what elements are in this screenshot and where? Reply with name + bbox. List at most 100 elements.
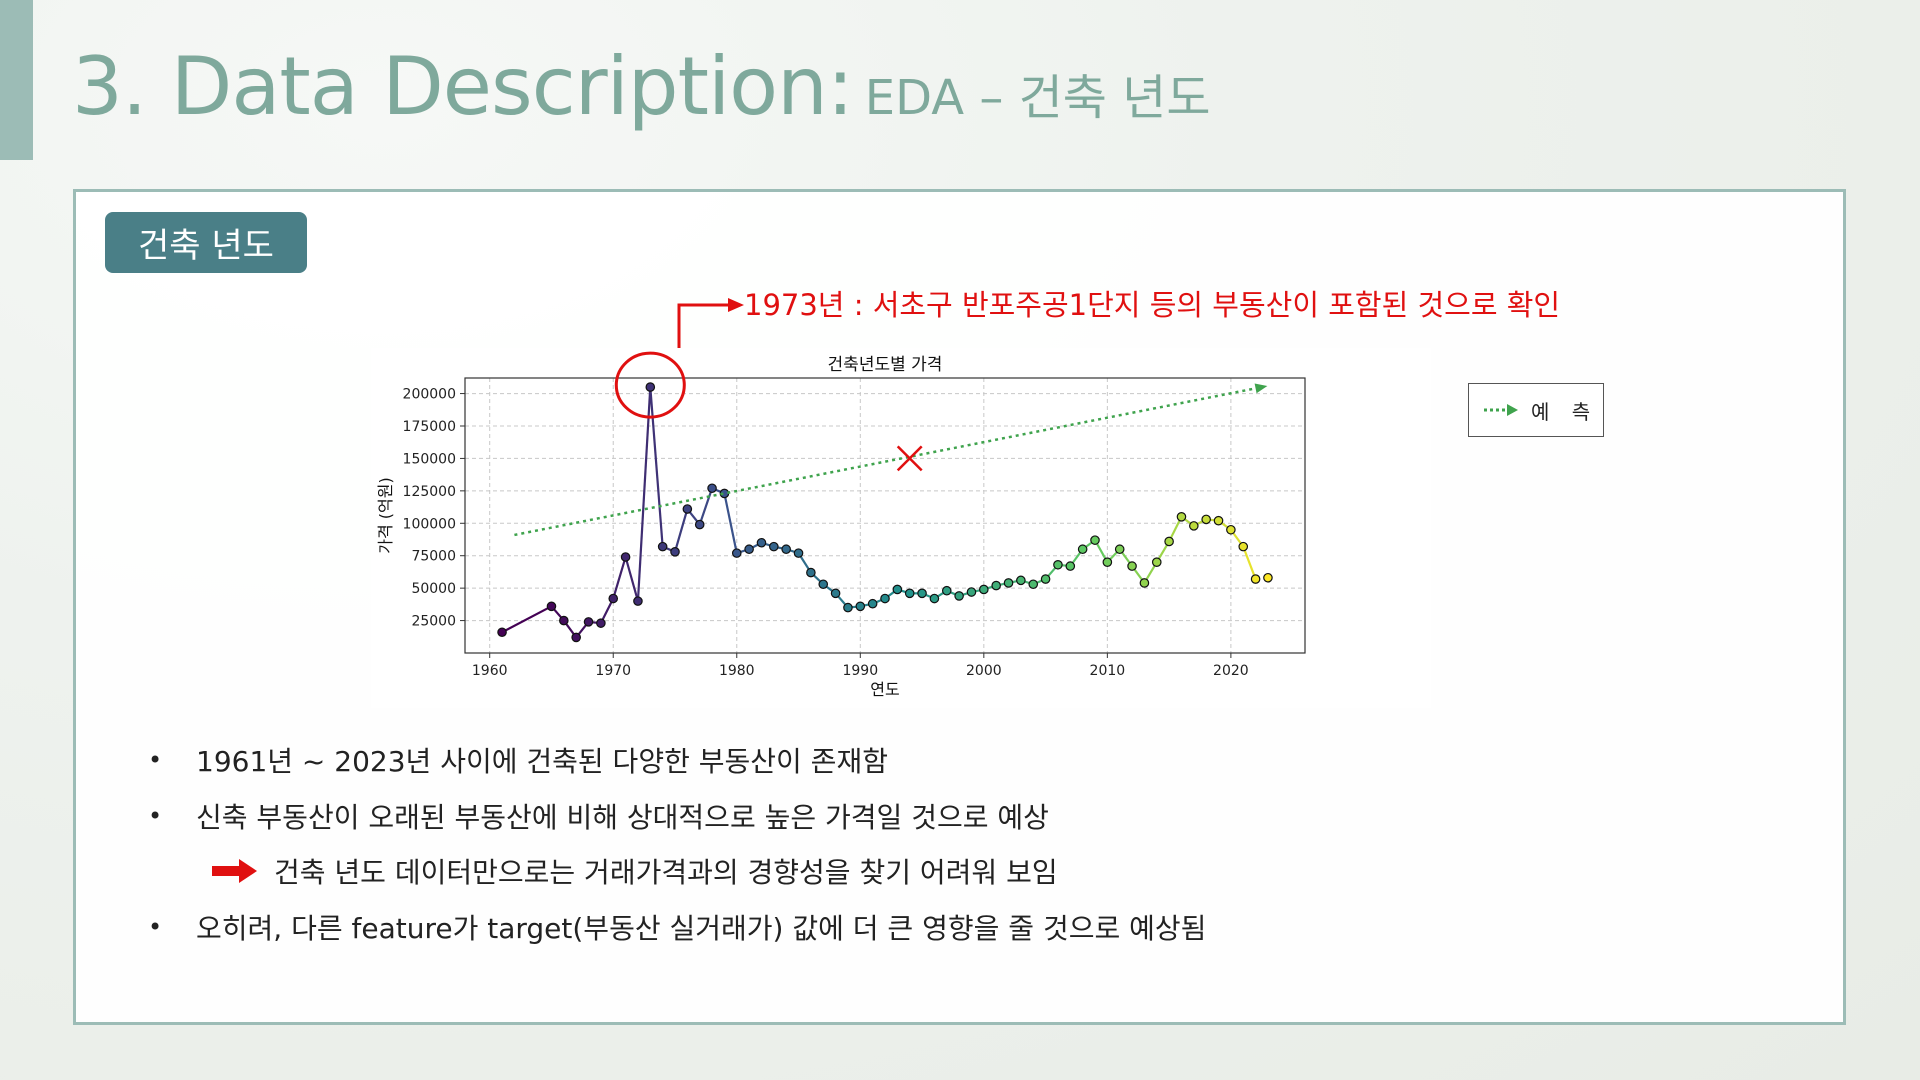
chart-title: 건축년도별 가격 (828, 355, 943, 375)
data-point (904, 588, 915, 599)
data-point (1250, 574, 1261, 584)
bullet-item: • 오히려, 다른 feature가 target(부동산 실거래가) 값에 더… (148, 907, 1206, 947)
y-tick-label: 100000 (403, 516, 456, 532)
x-tick-label: 2010 (1090, 663, 1126, 679)
data-point (707, 483, 717, 494)
callout-arrow (677, 298, 744, 361)
data-point (497, 627, 507, 638)
data-point (756, 537, 767, 548)
series-line-segment (673, 508, 689, 553)
data-point (1003, 578, 1014, 588)
data-point (633, 596, 643, 606)
data-point (1164, 536, 1174, 547)
data-point (1065, 561, 1076, 571)
series-line-segment (612, 556, 627, 599)
plot-frame (464, 377, 1306, 654)
data-point (1151, 557, 1162, 567)
page-title-sub: EDA – 건축 년도 (864, 70, 1211, 126)
data-point (657, 541, 668, 552)
x-tick-label: 1990 (842, 663, 878, 679)
y-axis-label: 가격 (억원) (376, 477, 395, 553)
data-point (694, 519, 705, 530)
data-point (583, 617, 594, 627)
x-tick-label: 1960 (472, 663, 508, 679)
bullet-dot: • (148, 746, 163, 774)
data-point (546, 601, 557, 612)
series-line-segment (1242, 546, 1257, 580)
data-point (843, 602, 853, 613)
x-tick-label: 2000 (966, 663, 1002, 679)
data-point (559, 615, 569, 626)
data-point (769, 541, 779, 552)
data-point (1102, 557, 1113, 567)
legend: 예 측 (1468, 383, 1604, 437)
callout-text: 1973년 : 서초구 반포주공1단지 등의 부동산이 포함된 것으로 확인 (744, 288, 1561, 322)
data-point (1176, 511, 1187, 522)
data-point (670, 547, 680, 557)
data-point (818, 579, 829, 590)
data-point (867, 598, 878, 609)
data-point (880, 593, 890, 604)
legend-dotted-arrow-icon (1484, 404, 1518, 416)
data-point (1127, 561, 1137, 571)
data-point (1263, 572, 1273, 583)
series-line-segment (698, 487, 714, 525)
data-point (744, 544, 754, 555)
data-point (917, 588, 927, 599)
data-point (793, 548, 804, 558)
data-point (1040, 574, 1051, 584)
series-line-segment (723, 493, 738, 554)
red-arrow-icon (212, 859, 257, 883)
series-line-segment (649, 386, 664, 547)
y-tick-label: 75000 (411, 549, 456, 565)
data-point (596, 618, 606, 628)
data-point (855, 601, 866, 612)
data-point (608, 593, 619, 604)
y-tick-label: 175000 (403, 419, 456, 435)
data-point (731, 548, 742, 558)
x-tick-label: 1980 (719, 663, 755, 679)
series-line-segment (501, 605, 552, 634)
x-tick-label: 2020 (1213, 663, 1249, 679)
trend-line (514, 387, 1256, 537)
data-point (892, 584, 903, 595)
data-point (1139, 578, 1150, 588)
data-point (966, 587, 977, 597)
series-line-segment (636, 387, 652, 602)
data-point (991, 580, 1001, 591)
data-point (682, 504, 693, 514)
y-tick-label: 200000 (403, 387, 456, 403)
data-point (571, 632, 581, 643)
y-tick-label: 150000 (403, 451, 456, 467)
bullet-item: • 신축 부동산이 오래된 부동산에 비해 상대적으로 높은 가격일 것으로 예… (148, 796, 1049, 836)
data-point (954, 591, 964, 601)
conclusion-line: 건축 년도 데이터만으로는 거래가격과의 경향성을 찾기 어려워 보임 (212, 851, 1058, 891)
bullet-text: 1961년 ~ 2023년 사이에 건축된 다양한 부동산이 존재함 (196, 745, 888, 778)
data-point (645, 382, 656, 392)
data-point (929, 593, 940, 604)
x-tick-label: 1970 (595, 663, 631, 679)
data-point (1213, 515, 1224, 526)
data-point (806, 567, 816, 578)
chart-container: 1960 1970 1980 1990 2000 2010 2020 25000 50000 75… (371, 348, 1431, 708)
price-by-year-chart: 1960 1970 1980 1990 2000 2010 2020 25000 50000 75… (376, 351, 1306, 699)
data-point (1201, 514, 1211, 525)
series-line-segment (624, 556, 640, 602)
data-point (1226, 524, 1236, 535)
data-point (1016, 575, 1026, 586)
data-point (1077, 544, 1088, 555)
data-point (941, 585, 952, 596)
accent-bar (0, 0, 33, 160)
data-point (620, 552, 631, 562)
data-point (830, 588, 841, 599)
y-tick-label: 50000 (411, 581, 456, 597)
page-title: 3. Data Description: EDA – 건축 년도 (72, 40, 1210, 150)
page-title-main: 3. Data Description: (72, 40, 854, 133)
x-axis-label: 연도 (870, 680, 899, 699)
bullet-item: • 1961년 ~ 2023년 사이에 건축된 다양한 부동산이 존재함 (148, 740, 888, 780)
data-point (979, 584, 989, 595)
y-tick-label: 125000 (403, 484, 456, 500)
bullet-text: 신축 부동산이 오래된 부동산에 비해 상대적으로 높은 가격일 것으로 예상 (196, 801, 1049, 834)
data-point (1090, 535, 1100, 545)
trend-arrowhead (1254, 383, 1268, 394)
